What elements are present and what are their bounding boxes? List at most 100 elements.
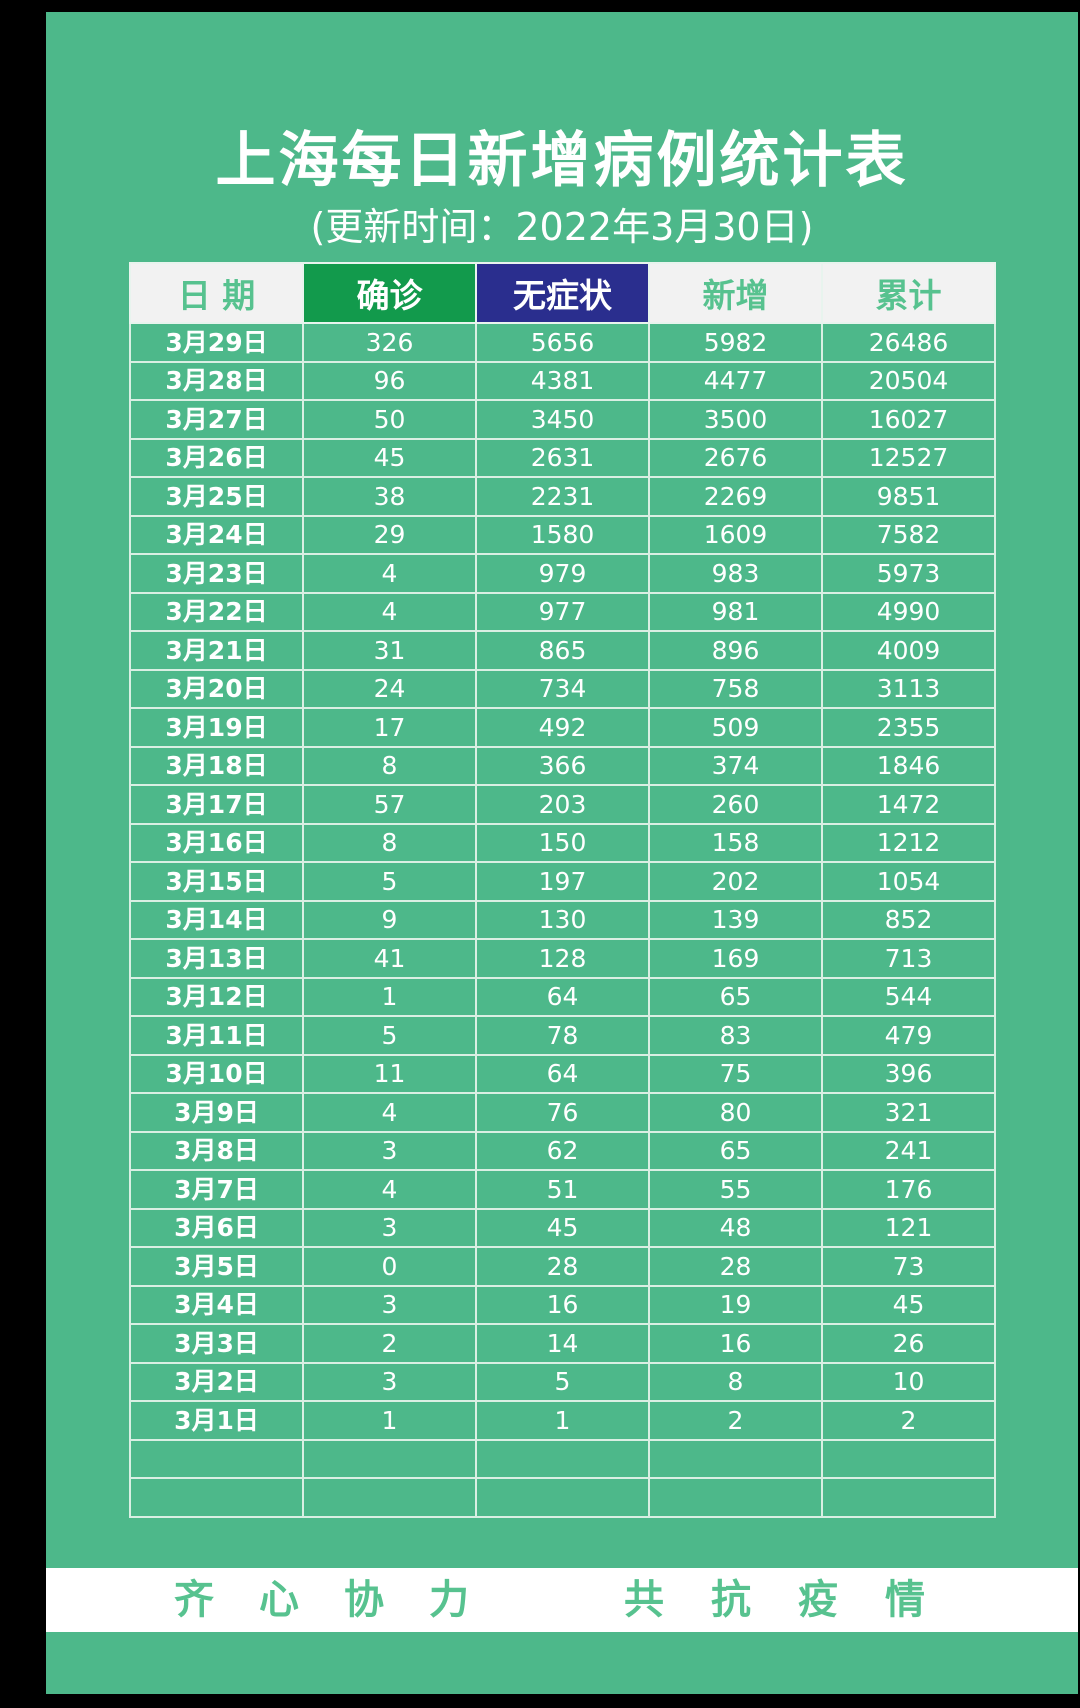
cell-confirmed: 4 (302, 553, 477, 594)
cell-total: 479 (821, 1015, 996, 1056)
cell-total: 2355 (821, 707, 996, 748)
cell-asymptomatic: 76 (475, 1092, 650, 1133)
cell-confirmed: 45 (302, 437, 477, 478)
cell-asymptomatic (475, 1438, 650, 1479)
cell-total: 9851 (821, 476, 996, 517)
cell-date: 3月2日 (129, 1361, 304, 1402)
table-row: 3月21日 31 865 896 4009 (129, 630, 996, 671)
cell-asymptomatic: 130 (475, 899, 650, 940)
cell-total: 713 (821, 938, 996, 979)
cell-total: 3113 (821, 668, 996, 709)
cell-new: 55 (648, 1169, 823, 1210)
cell-confirmed: 4 (302, 591, 477, 632)
cell-total: 20504 (821, 360, 996, 401)
table-row: 3月2日 3 5 8 10 (129, 1361, 996, 1402)
table-row: 3月8日 3 62 65 241 (129, 1130, 996, 1171)
table-row (129, 1477, 996, 1518)
table-row: 3月9日 4 76 80 321 (129, 1092, 996, 1133)
cell-date: 3月22日 (129, 591, 304, 632)
cell-total: 26486 (821, 322, 996, 363)
cell-asymptomatic: 979 (475, 553, 650, 594)
cell-confirmed: 24 (302, 668, 477, 709)
cell-total: 12527 (821, 437, 996, 478)
cell-new: 139 (648, 899, 823, 940)
cell-total: 45 (821, 1284, 996, 1325)
cell-confirmed: 1 (302, 1400, 477, 1441)
cell-total: 121 (821, 1207, 996, 1248)
cell-confirmed: 41 (302, 938, 477, 979)
cell-date: 3月8日 (129, 1130, 304, 1171)
table-row: 3月5日 0 28 28 73 (129, 1246, 996, 1287)
cell-confirmed: 11 (302, 1053, 477, 1094)
column-header-asymptomatic: 无症状 (475, 262, 650, 324)
cell-asymptomatic: 2631 (475, 437, 650, 478)
cell-new: 80 (648, 1092, 823, 1133)
cell-new: 1609 (648, 514, 823, 555)
cell-confirmed: 4 (302, 1092, 477, 1133)
update-time: (更新时间：2022年3月30日) (310, 205, 814, 249)
table-row: 3月27日 50 3450 3500 16027 (129, 399, 996, 440)
cell-asymptomatic: 5656 (475, 322, 650, 363)
cell-new: 65 (648, 1130, 823, 1171)
column-header-date: 日 期 (129, 262, 304, 324)
cell-new: 2676 (648, 437, 823, 478)
cell-total: 4009 (821, 630, 996, 671)
cell-total: 321 (821, 1092, 996, 1133)
table-row: 3月12日 1 64 65 544 (129, 976, 996, 1017)
cell-asymptomatic: 1580 (475, 514, 650, 555)
cell-total (821, 1477, 996, 1518)
cell-new: 158 (648, 822, 823, 863)
column-header-confirmed: 确诊 (302, 262, 477, 324)
cell-new: 758 (648, 668, 823, 709)
table-row: 3月26日 45 2631 2676 12527 (129, 437, 996, 478)
table-row: 3月23日 4 979 983 5973 (129, 553, 996, 594)
table-row: 3月11日 5 78 83 479 (129, 1015, 996, 1056)
cell-asymptomatic: 3450 (475, 399, 650, 440)
page-title: 上海每日新增病例统计表 (215, 126, 909, 196)
cell-date: 3月1日 (129, 1400, 304, 1441)
cell-asymptomatic: 5 (475, 1361, 650, 1402)
cell-date: 3月6日 (129, 1207, 304, 1248)
cell-confirmed: 3 (302, 1130, 477, 1171)
cell-total: 73 (821, 1246, 996, 1287)
table-row: 3月25日 38 2231 2269 9851 (129, 476, 996, 517)
cell-date: 3月3日 (129, 1323, 304, 1364)
table-row: 3月17日 57 203 260 1472 (129, 784, 996, 825)
cell-total: 4990 (821, 591, 996, 632)
cell-new: 896 (648, 630, 823, 671)
cell-asymptomatic: 16 (475, 1284, 650, 1325)
cell-new: 202 (648, 861, 823, 902)
cell-asymptomatic: 4381 (475, 360, 650, 401)
cell-date: 3月29日 (129, 322, 304, 363)
cell-date (129, 1477, 304, 1518)
cell-asymptomatic: 64 (475, 976, 650, 1017)
cell-new: 983 (648, 553, 823, 594)
slogan-right: 共抗疫情 (624, 1577, 972, 1623)
table-row: 3月4日 3 16 19 45 (129, 1284, 996, 1325)
cell-new: 260 (648, 784, 823, 825)
cell-date: 3月26日 (129, 437, 304, 478)
cell-new: 8 (648, 1361, 823, 1402)
slogan-left: 齐心协力 (174, 1577, 514, 1623)
table-row: 3月10日 11 64 75 396 (129, 1053, 996, 1094)
cell-asymptomatic: 28 (475, 1246, 650, 1287)
table-row: 3月29日 326 5656 5982 26486 (129, 322, 996, 363)
cell-date: 3月23日 (129, 553, 304, 594)
table-row: 3月20日 24 734 758 3113 (129, 668, 996, 709)
cell-confirmed: 3 (302, 1361, 477, 1402)
cell-date: 3月18日 (129, 745, 304, 786)
cell-date: 3月12日 (129, 976, 304, 1017)
table-row: 3月28日 96 4381 4477 20504 (129, 360, 996, 401)
cell-total: 1472 (821, 784, 996, 825)
cell-date: 3月10日 (129, 1053, 304, 1094)
cell-total: 396 (821, 1053, 996, 1094)
cell-total: 1846 (821, 745, 996, 786)
cell-total: 241 (821, 1130, 996, 1171)
cell-confirmed (302, 1477, 477, 1518)
cell-confirmed: 5 (302, 1015, 477, 1056)
cell-asymptomatic: 366 (475, 745, 650, 786)
table-row: 3月1日 1 1 2 2 (129, 1400, 996, 1441)
table-row: 3月18日 8 366 374 1846 (129, 745, 996, 786)
table-row: 3月14日 9 130 139 852 (129, 899, 996, 940)
cell-confirmed: 9 (302, 899, 477, 940)
